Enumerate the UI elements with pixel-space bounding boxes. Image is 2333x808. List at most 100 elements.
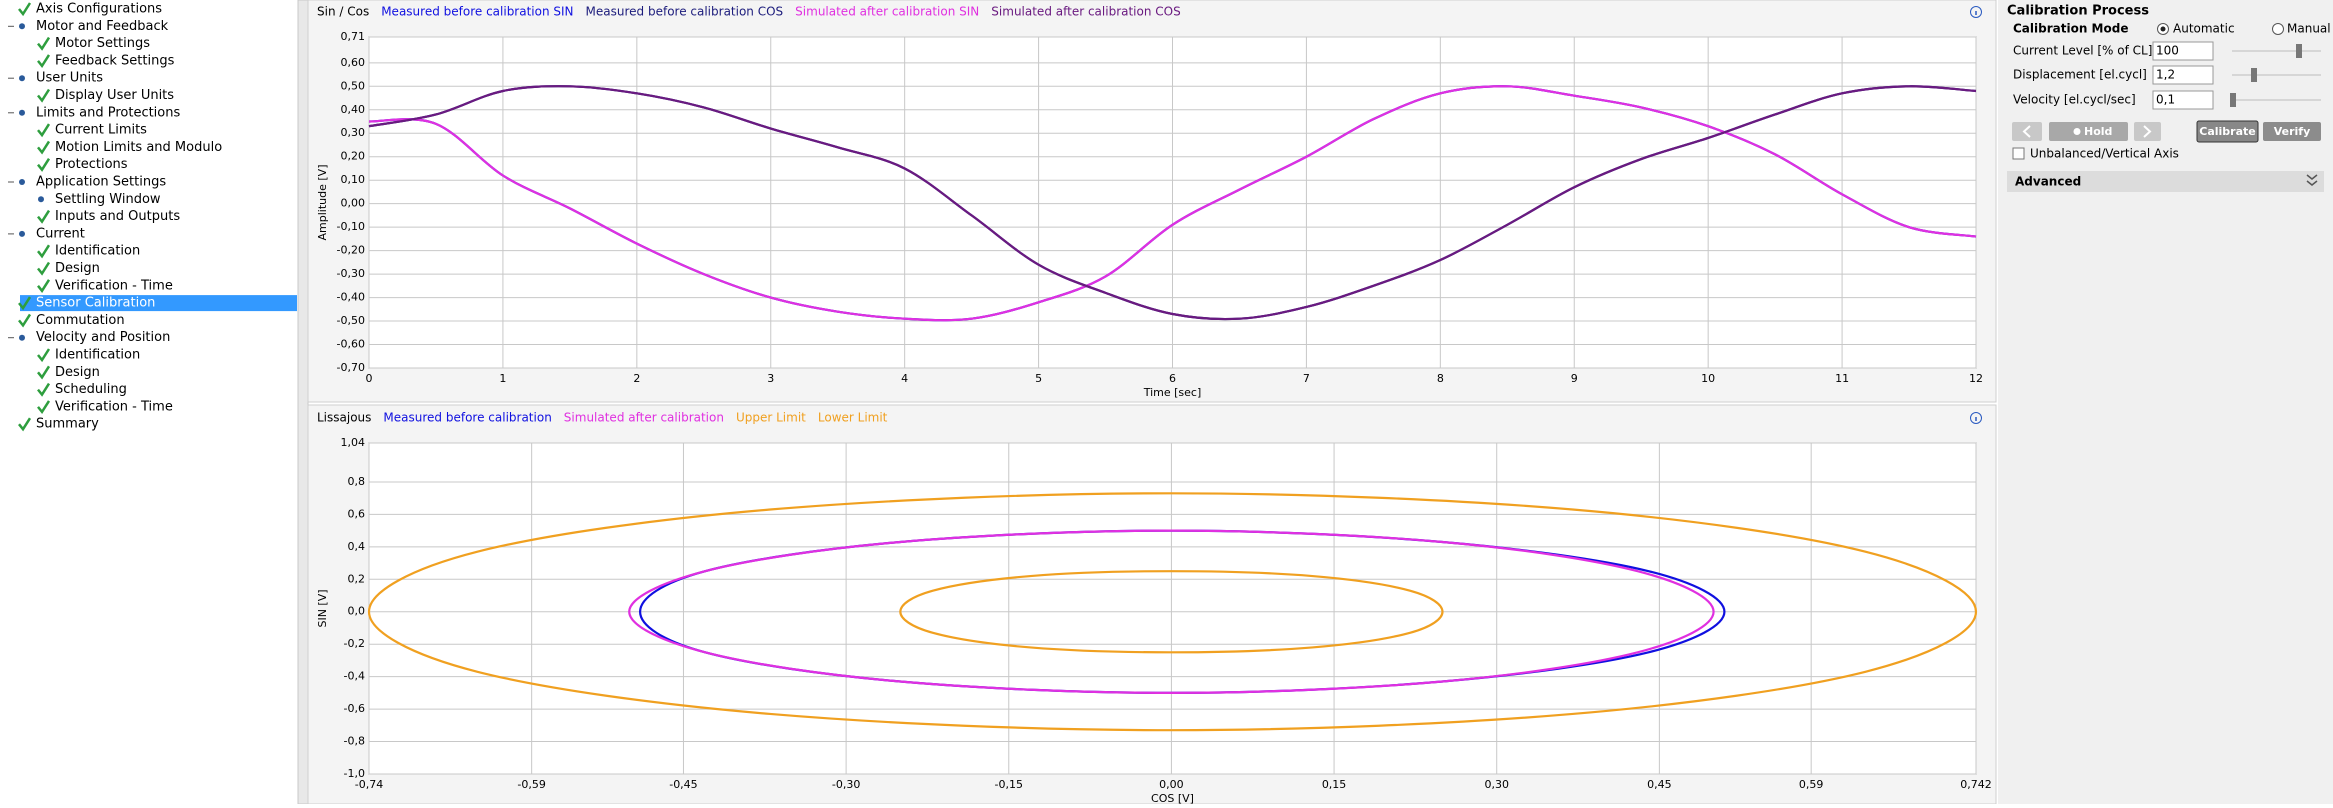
y-tick-label: -0,50 — [337, 314, 365, 327]
input[interactable] — [2152, 65, 2214, 85]
y-tick-label: -0,60 — [337, 338, 365, 351]
slider-thumb[interactable] — [2230, 93, 2236, 107]
panel-title: Calibration Process — [2007, 4, 2149, 19]
legend-entry[interactable]: Measured before calibration SIN — [381, 5, 573, 19]
legend-entry[interactable]: Lower Limit — [818, 411, 888, 425]
tree-item[interactable]: Identification — [55, 348, 140, 363]
tree-item[interactable]: Velocity and Position — [36, 330, 170, 345]
selection — [20, 295, 297, 312]
side-panel — [1998, 0, 2333, 804]
verify-button[interactable] — [2263, 122, 2321, 141]
check-icon — [18, 2, 32, 17]
button-label[interactable]: Calibrate — [2199, 125, 2255, 138]
tree-item[interactable]: Sensor Calibration — [36, 296, 155, 311]
input-value[interactable]: 100 — [2156, 44, 2179, 58]
slider-thumb[interactable] — [2296, 44, 2302, 58]
tree-item[interactable]: Identification — [55, 244, 140, 259]
slider-thumb[interactable] — [2251, 68, 2257, 82]
radio-label[interactable]: Automatic — [2173, 22, 2235, 36]
prev-button[interactable] — [2012, 122, 2042, 141]
x-tick-label: -0,45 — [669, 778, 697, 791]
legend-entry[interactable]: Simulated after calibration — [564, 411, 724, 425]
tree-item[interactable]: Commutation — [36, 313, 125, 328]
input-value[interactable]: 1,2 — [2156, 68, 2175, 82]
tree-item[interactable]: Limits and Protections — [36, 105, 180, 120]
splitter[interactable] — [297, 0, 309, 805]
x-tick-label: 1 — [499, 372, 506, 385]
tree-item[interactable]: Design — [55, 261, 100, 276]
calibrate-button[interactable] — [2196, 120, 2259, 143]
input[interactable] — [2152, 90, 2214, 110]
check-icon — [18, 417, 32, 432]
next-button[interactable] — [2134, 122, 2161, 141]
y-tick-label: 0,40 — [341, 103, 366, 116]
tree-item[interactable]: User Units — [36, 71, 103, 86]
button-label[interactable]: Verify — [2274, 125, 2311, 138]
check-icon — [37, 88, 51, 103]
tree-item[interactable]: Motion Limits and Modulo — [55, 140, 222, 155]
tree-item[interactable]: Motor and Feedback — [36, 19, 169, 34]
y-tick-label: -0,2 — [344, 637, 365, 650]
check-icon — [37, 261, 51, 276]
radio-label[interactable]: Manual — [2287, 22, 2331, 36]
x-tick-label: 9 — [1571, 372, 1578, 385]
tree-item[interactable]: Current — [36, 226, 85, 241]
tree-item[interactable]: Scheduling — [55, 382, 127, 397]
check-icon — [37, 140, 51, 155]
check-icon — [37, 244, 51, 259]
tree-item[interactable]: Verification - Time — [55, 278, 173, 293]
input-value[interactable]: 0,1 — [2156, 93, 2175, 107]
check-icon — [37, 348, 51, 363]
legend-entry[interactable]: Upper Limit — [736, 411, 806, 425]
checkbox[interactable] — [2012, 147, 2025, 160]
advanced-header[interactable] — [2007, 171, 2324, 192]
legend-entry[interactable]: Simulated after calibration COS — [991, 5, 1180, 19]
y-tick-label: 0,50 — [341, 79, 366, 92]
y-axis-label: SIN [V] — [316, 589, 329, 627]
node-icon — [38, 196, 44, 203]
hold-icon — [2073, 128, 2081, 135]
y-tick-label: 0,10 — [341, 173, 366, 186]
check-icon — [18, 296, 32, 311]
y-tick-label: -0,6 — [344, 702, 365, 715]
legend-entry[interactable]: Measured before calibration COS — [586, 5, 784, 19]
y-tick-label: -0,8 — [344, 735, 365, 748]
y-tick-label: -0,30 — [337, 267, 365, 280]
calibration-panel: Calibration Process Calibration Mode Aut… — [2007, 4, 2331, 192]
x-tick-label: 4 — [901, 372, 908, 385]
arrow-icon — [2022, 125, 2031, 138]
x-tick-label: 5 — [1035, 372, 1042, 385]
tree-item[interactable]: Feedback Settings — [55, 53, 175, 68]
x-tick-label: 0 — [366, 372, 373, 385]
radio[interactable] — [2272, 23, 2284, 35]
button-label[interactable]: Hold — [2084, 125, 2112, 138]
tree-item[interactable]: Motor Settings — [55, 36, 150, 51]
tree-item[interactable]: Axis Configurations — [36, 2, 162, 17]
tree-item[interactable]: Verification - Time — [55, 399, 173, 414]
expand-icon — [2306, 174, 2318, 186]
tree-item[interactable]: Protections — [55, 157, 128, 172]
tree-item[interactable]: Summary — [36, 417, 99, 432]
tree-item[interactable]: Inputs and Outputs — [55, 209, 180, 224]
x-tick-label: 2 — [633, 372, 640, 385]
y-tick-label: 0,2 — [348, 572, 366, 585]
legend-entry[interactable]: Simulated after calibration SIN — [795, 5, 979, 19]
x-tick-label: 6 — [1169, 372, 1176, 385]
tree-item[interactable]: Application Settings — [36, 175, 166, 190]
tree-item[interactable]: Settling Window — [55, 192, 161, 207]
hold-button[interactable] — [2049, 122, 2128, 141]
checkbox-label[interactable]: Unbalanced/Vertical Axis — [2030, 147, 2179, 161]
data-curve — [367, 492, 1978, 732]
input[interactable] — [2152, 41, 2214, 61]
legend-entry[interactable]: Measured before calibration — [383, 411, 551, 425]
tree-item[interactable]: Design — [55, 365, 100, 380]
chart-title: Sin / Cos — [317, 5, 369, 19]
section-label[interactable]: Advanced — [2015, 175, 2081, 189]
y-tick-label: 0,00 — [341, 197, 366, 210]
y-tick-label: -0,10 — [337, 220, 365, 233]
tree-item[interactable]: Display User Units — [55, 88, 174, 103]
x-tick-label: -0,74 — [355, 778, 383, 791]
tree-item[interactable]: Current Limits — [55, 123, 147, 138]
